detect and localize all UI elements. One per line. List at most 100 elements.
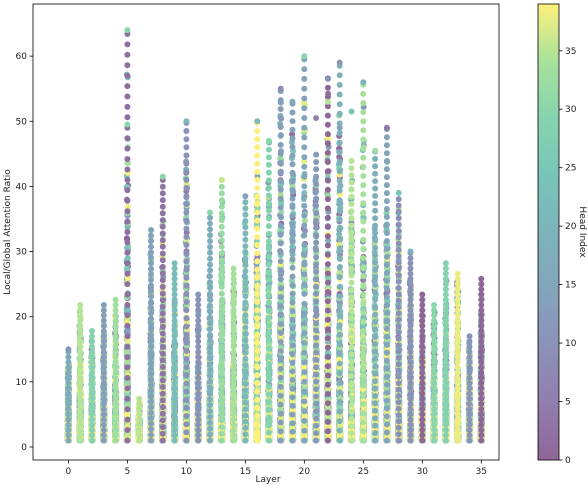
scatter-point: [171, 322, 178, 329]
scatter-point: [159, 223, 166, 230]
scatter-point: [124, 51, 131, 58]
scatter-point: [112, 317, 119, 324]
scatter-point: [183, 339, 190, 346]
scatter-point: [112, 416, 119, 423]
scatter-point: [148, 282, 154, 289]
scatter-point: [77, 317, 84, 324]
scatter-point: [136, 432, 143, 439]
scatter-point: [159, 237, 166, 244]
scatter-point: [148, 376, 154, 383]
scatter-point: [89, 432, 95, 439]
scatter-point: [183, 347, 190, 354]
scatter-point: [124, 72, 131, 79]
scatter-point: [183, 217, 190, 224]
scatter-point: [148, 359, 154, 366]
scatter-point: [100, 322, 107, 329]
scatter-point: [148, 271, 154, 278]
scatter-point: [112, 354, 119, 361]
scatter-point: [100, 380, 107, 387]
scatter-point: [77, 374, 84, 381]
scatter-point: [183, 144, 190, 151]
scatter-point: [195, 380, 202, 387]
scatter-point: [112, 369, 119, 376]
scatter-point: [124, 249, 131, 256]
scatter-point: [183, 388, 190, 395]
scatter-point: [65, 421, 72, 428]
scatter-point: [124, 208, 131, 215]
scatter-point: [100, 395, 107, 402]
scatter-point: [171, 354, 178, 361]
scatter-point: [124, 374, 131, 381]
scatter-point: [65, 359, 72, 366]
scatter-point: [100, 343, 107, 350]
scatter-point: [183, 364, 190, 371]
scatter-point: [112, 312, 119, 319]
scatter-point: [171, 406, 178, 413]
scatter-point: [159, 323, 166, 330]
scatter-point: [159, 424, 166, 431]
scatter-point: [171, 328, 178, 334]
scatter-point: [77, 302, 84, 308]
scatter-point: [195, 427, 202, 433]
scatter-point: [171, 348, 178, 355]
scatter-point: [65, 432, 72, 439]
scatter-point: [112, 338, 119, 345]
scatter-point: [171, 437, 178, 444]
scatter-point: [77, 359, 84, 366]
scatter-point: [124, 281, 131, 288]
scatter-point: [148, 348, 154, 355]
scatter-point: [100, 328, 107, 334]
scatter-point: [124, 176, 131, 183]
scatter-point: [124, 229, 131, 235]
scatter-point: [159, 317, 166, 324]
scatter-point: [159, 377, 166, 384]
scatter-point: [112, 437, 119, 444]
scatter-point: [195, 374, 202, 381]
scatter-point: [183, 380, 190, 387]
scatter-point: [183, 242, 190, 248]
scatter-point: [100, 385, 107, 392]
scatter-point: [124, 83, 131, 90]
scatter-point: [148, 249, 154, 256]
scatter-point: [112, 395, 119, 402]
scatter-point: [183, 315, 190, 322]
scatter-point: [124, 218, 131, 225]
scatter-point: [77, 416, 84, 423]
scatter-point: [159, 357, 166, 364]
scatter-point: [112, 333, 119, 340]
scatter-point: [159, 197, 166, 204]
scatter-point: [195, 385, 202, 392]
scatter-point: [124, 41, 131, 48]
scatter-point: [148, 288, 154, 294]
scatter-point: [148, 365, 154, 372]
scatter-point: [77, 395, 84, 402]
scatter-point: [171, 343, 178, 350]
scatter-point: [124, 333, 131, 340]
scatter-point: [100, 390, 107, 397]
scatter-point: [183, 168, 190, 175]
scatter-point: [124, 135, 131, 142]
scatter-point: [100, 312, 107, 319]
scatter-point: [148, 238, 154, 245]
scatter-point: [159, 430, 166, 437]
scatter-point: [159, 217, 166, 224]
scatter-point: [136, 395, 143, 402]
scatter-point: [171, 427, 178, 433]
scatter-point: [148, 265, 154, 272]
scatter-point: [148, 387, 154, 394]
scatter-point: [89, 390, 95, 397]
scatter-point: [124, 349, 131, 355]
scatter-point: [89, 354, 95, 361]
scatter-point: [171, 286, 178, 293]
scatter-point: [77, 312, 84, 319]
scatter-point: [183, 258, 190, 265]
scatter-point: [195, 432, 202, 439]
scatter-point: [136, 401, 143, 407]
scatter-point: [171, 291, 178, 298]
scatter-point: [183, 331, 190, 338]
scatter-point: [195, 395, 202, 402]
scatter-point: [183, 128, 190, 134]
scatter-point: [159, 337, 166, 344]
scatter-point: [124, 354, 131, 361]
scatter-point: [195, 416, 202, 423]
